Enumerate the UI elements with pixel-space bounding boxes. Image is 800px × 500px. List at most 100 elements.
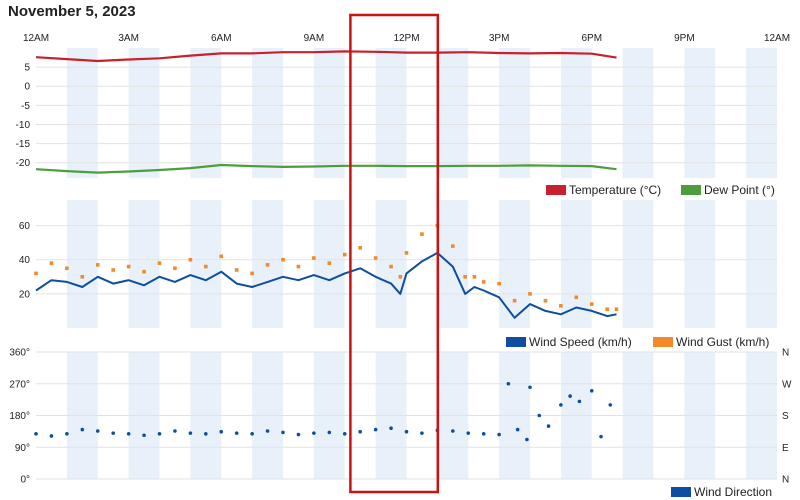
- time-tick-label: 12PM: [393, 33, 419, 44]
- hour-shade-band: [190, 48, 222, 178]
- wind-direction-point: [481, 432, 486, 436]
- compass-tick-label: N: [782, 475, 789, 486]
- wind-direction-point: [234, 431, 239, 435]
- wind-direction-point: [126, 432, 131, 436]
- wind-direction-point: [373, 427, 378, 432]
- time-tick-label: 12AM: [23, 33, 49, 44]
- time-axis: 12AM 3AM 6AM 9AM 12PM 3PM 6PM 9PM 12AM: [23, 33, 790, 44]
- wind-gust-point: [142, 269, 146, 274]
- wind-direction-point: [312, 431, 316, 435]
- wind-direction-point: [599, 434, 603, 439]
- wind-direction-legend-label: Wind Direction: [694, 485, 772, 499]
- wind-direction-point: [559, 403, 563, 407]
- temperature-chart: 5 0 -5 -10 -15 -20: [16, 48, 777, 178]
- wind-gust-point: [420, 232, 424, 236]
- hour-shade-band: [499, 200, 530, 328]
- wind-gust-point: [126, 264, 131, 269]
- wind-gust-point: [589, 302, 594, 306]
- wind-speed-legend-swatch: [506, 337, 526, 347]
- hour-shade-band: [437, 48, 469, 178]
- wind-gust-legend-label: Wind Gust (km/h): [676, 335, 769, 349]
- wind-gust-point: [34, 271, 38, 276]
- wind-gust-point: [250, 271, 254, 276]
- y-tick-label: 20: [19, 289, 31, 300]
- y-tick-label: 90°: [15, 443, 30, 454]
- y-tick-label: 360°: [9, 348, 30, 359]
- hour-shade-band: [66, 48, 98, 178]
- y-tick-label: -5: [21, 101, 30, 112]
- wind-gust-point: [358, 245, 362, 250]
- y-tick-label: 0°: [20, 475, 30, 486]
- wind-gust-point: [188, 257, 193, 262]
- hour-shade-band: [499, 48, 530, 178]
- hour-shade-band: [746, 48, 777, 178]
- wind-direction-point: [188, 431, 193, 435]
- wind-direction-point: [296, 432, 301, 437]
- hour-shade-band: [375, 48, 407, 178]
- wind-direction-point: [497, 432, 501, 437]
- wind-speed-legend-label: Wind Speed (km/h): [529, 335, 632, 349]
- wind-gust-point: [173, 266, 177, 271]
- hour-shade-band: [375, 200, 407, 328]
- wind-gust-point: [281, 257, 285, 262]
- wind-direction-point: [65, 432, 69, 436]
- wind-direction-point: [589, 389, 594, 393]
- wind-direction-point: [466, 431, 471, 435]
- wind-direction-chart: 360° N 270° W 180° S 90° E 0° N: [9, 348, 792, 486]
- compass-tick-label: E: [782, 443, 789, 454]
- hour-shade-band: [252, 48, 283, 178]
- wind-speed-line: [35, 251, 617, 319]
- wind-direction-point: [34, 432, 38, 436]
- wind-direction-point: [358, 429, 362, 434]
- wind-gust-point: [574, 295, 579, 300]
- wind-gust-point: [472, 275, 477, 279]
- wind-direction-point: [142, 433, 146, 438]
- wind-gust-point: [327, 261, 332, 265]
- wind-gust-point: [373, 256, 378, 260]
- time-tick-label: 3PM: [489, 33, 510, 44]
- wind-direction-legend: Wind Direction: [671, 485, 772, 499]
- dew-point-legend-label: Dew Point (°): [704, 183, 775, 197]
- temperature-line: [35, 50, 617, 63]
- hour-shade-band: [313, 48, 345, 178]
- time-tick-label: 6PM: [581, 33, 602, 44]
- hour-shade-band: [622, 200, 654, 328]
- wind-gust-point: [614, 307, 619, 312]
- y-tick-label: -10: [16, 120, 31, 131]
- wind-direction-point: [568, 394, 572, 398]
- wind-gust-point: [49, 261, 54, 265]
- wind-gust-point: [451, 244, 455, 248]
- hour-shade-band: [128, 48, 160, 178]
- wind-gust-point: [219, 254, 224, 259]
- wind-direction-point: [525, 437, 529, 442]
- wind-direction-point: [80, 427, 85, 432]
- wind-chart: 20 40 60: [19, 200, 777, 328]
- wind-gust-point: [481, 280, 486, 284]
- wind-gust-point: [543, 298, 548, 303]
- selection-highlight[interactable]: [349, 13, 440, 494]
- wind-gust-point: [312, 256, 316, 260]
- wind-direction-point: [577, 399, 582, 404]
- wind-direction-point: [506, 381, 511, 386]
- wind-direction-point: [281, 430, 285, 435]
- wind-gust-point: [296, 264, 301, 269]
- wind-direction-point: [451, 429, 455, 433]
- temperature-legend: Temperature (°C) Dew Point (°): [546, 183, 775, 197]
- page-title: November 5, 2023: [8, 3, 136, 20]
- wind-direction-point: [404, 429, 409, 434]
- wind-direction-point: [173, 429, 177, 433]
- temperature-legend-swatch: [546, 185, 566, 195]
- wind-gust-point: [342, 252, 347, 257]
- wind-gust-point: [234, 268, 239, 272]
- y-tick-label: 270°: [9, 379, 30, 390]
- wind-direction-point: [342, 432, 347, 436]
- hour-shade-band: [746, 200, 777, 328]
- hour-shade-band: [66, 200, 98, 328]
- wind-direction-point: [515, 427, 520, 432]
- wind-gust-point: [398, 275, 403, 279]
- y-tick-label: 0: [24, 82, 30, 93]
- hour-shade-band: [560, 48, 592, 178]
- wind-direction-point: [327, 430, 332, 435]
- wind-gust-legend-swatch: [653, 337, 673, 347]
